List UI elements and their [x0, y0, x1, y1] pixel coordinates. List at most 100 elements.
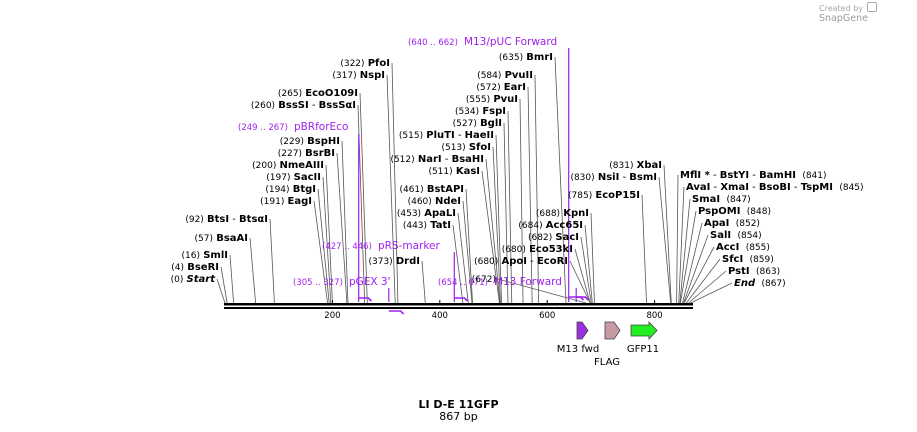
enzyme-name: BtsI [207, 214, 229, 225]
enzyme-label-text: MflI * - BstYI - BamHI (841) [680, 170, 827, 181]
enzyme-label-left: (0) Start [171, 274, 217, 285]
enzyme-label-left: (572) EarI [476, 82, 526, 93]
sequence-backbone [224, 303, 693, 309]
enzyme-name: PvuII [505, 70, 533, 81]
cut-position: (688) [536, 209, 560, 219]
enzyme-label-text: (260) BssSI - BssSαI [251, 100, 356, 111]
primer-label: (427 .. 446) pRS-marker [322, 240, 440, 252]
cut-site-line [249, 237, 257, 304]
enzyme-label-left: (317) NspI [332, 70, 385, 81]
enzyme-name: FspI [482, 106, 506, 117]
cut-position: (92) [185, 215, 203, 225]
enzyme-label-text: (373) DrdI [368, 256, 420, 267]
features: M13 fwd FLAG GFP11 [557, 320, 659, 368]
cut-position: (848) [747, 207, 771, 217]
enzyme-name: BstAPI [427, 184, 464, 195]
cut-position: (863) [756, 267, 780, 277]
primer-name: pRS-marker [378, 240, 441, 252]
cut-position: (847) [726, 195, 750, 205]
cut-position: (322) [340, 59, 364, 69]
enzyme-label-text: (680) ApoI - EcoRI [474, 256, 568, 267]
enzyme-name: BsaAI [216, 233, 248, 244]
cut-position: (572) [476, 83, 500, 93]
primer-range: (249 .. 267) [238, 123, 288, 133]
enzyme-name: PstI [728, 266, 750, 277]
enzyme-label-left: (684) Acc65I [518, 220, 583, 231]
enzyme-name: PspOMI [698, 206, 740, 217]
enzyme-name: NmeAIII [280, 160, 324, 171]
enzyme-label-text: (831) XbaI [609, 160, 662, 171]
cut-site-line [676, 174, 679, 304]
primer-range: (427 .. 446) [322, 242, 372, 252]
enzyme-label-text: SalI (854) [710, 230, 762, 241]
cut-position: (867) [761, 279, 785, 289]
enzyme-name: SfoI [469, 142, 491, 153]
enzyme-label-left: (265) EcoO109I [278, 88, 358, 99]
construct-length: 867 bp [439, 410, 478, 423]
cut-site-line [313, 200, 328, 304]
cut-site-line [317, 188, 330, 304]
enzyme-label-text: (680) Eco53kI [502, 244, 573, 255]
enzyme-name: EagI [288, 196, 312, 207]
enzyme-label-left: (688) KpnI [536, 208, 589, 219]
enzyme-label-right: SfcI (859) [722, 254, 774, 265]
enzyme-label-text: (512) NarI - BsaHI [390, 154, 484, 165]
enzyme-name: BtgI [293, 184, 316, 195]
enzyme-label-text: (513) SfoI [441, 142, 491, 153]
enzyme-label-text: AccI (855) [716, 242, 770, 253]
enzyme-label-text: (534) FspI [455, 106, 506, 117]
cut-site-line [336, 152, 348, 304]
primer-label: (249 .. 267) pBRforEco [238, 121, 348, 133]
enzyme-label-text: (0) Start [171, 274, 217, 285]
enzyme-name: SacI [555, 232, 579, 243]
enzyme-label-text: (191) EagI [260, 196, 312, 207]
cut-position: (197) [266, 173, 290, 183]
enzyme-label-text: (200) NmeAIII [252, 160, 324, 171]
enzyme-name: AccI [716, 242, 739, 253]
cut-site-line [359, 92, 368, 304]
enzyme-label-left: (555) PvuI [466, 94, 518, 105]
enzyme-label-right: PstI (863) [728, 266, 780, 277]
primer-annotations: (640 .. 662) M13/pUC Forward (249 .. 267)… [238, 36, 589, 315]
enzyme-name: BtsαI [239, 214, 268, 225]
cut-site-line [682, 222, 703, 304]
cut-position: (831) [609, 161, 633, 171]
enzyme-name: KpnI [563, 208, 589, 219]
enzyme-name: DrdI [396, 256, 420, 267]
cut-site-line [269, 218, 275, 304]
enzyme-label-left: (197) SacII [266, 172, 321, 183]
cut-site-line [462, 200, 473, 304]
enzyme-label-left: (511) KasI [428, 166, 480, 177]
ruler-tick-label: 200 [324, 311, 340, 321]
enzyme-label-left: (680) Eco53kI [502, 244, 573, 255]
cut-site-line [688, 270, 727, 304]
cut-position: (511) [428, 167, 452, 177]
enzyme-label-right: End (867) [734, 278, 786, 289]
cut-site-line [216, 278, 226, 304]
enzyme-label-right: AvaI - XmaI - BsoBI - TspMI (845) [686, 182, 864, 193]
enzyme-name: ApaI [704, 218, 729, 229]
cut-site-line [519, 98, 524, 304]
backbone-top-strand [224, 303, 693, 306]
ruler-tick-label: 600 [539, 311, 555, 321]
enzyme-label-text: (317) NspI [332, 70, 385, 81]
cut-site-line [220, 266, 228, 304]
enzyme-name: AvaI [686, 182, 710, 193]
primer-range: (640 .. 662) [408, 38, 458, 48]
cut-position: (460) [408, 197, 432, 207]
enzyme-label-text: (572) EarI [476, 82, 526, 93]
cut-site-line [683, 234, 709, 304]
enzyme-label-text: (555) PvuI [466, 94, 518, 105]
name-separator: - [309, 100, 319, 111]
enzyme-name: NarI [418, 154, 442, 165]
feature-arrow [604, 321, 621, 340]
enzyme-name: NdeI [435, 196, 461, 207]
enzyme-name: PluTI [426, 130, 454, 141]
enzyme-label-left: (322) PfoI [340, 58, 390, 69]
enzyme-name: BmrI [526, 52, 553, 63]
enzyme-label-left: (682) SacI [528, 232, 579, 243]
cut-position: (260) [251, 101, 275, 111]
primer-arrow [576, 296, 589, 301]
cut-position: (635) [499, 53, 523, 63]
